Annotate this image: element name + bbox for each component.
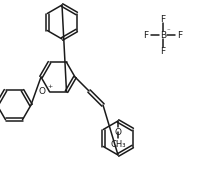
Text: F: F [143,30,148,39]
Text: B: B [160,30,166,39]
Text: ⁻: ⁻ [167,28,171,34]
Text: CH₃: CH₃ [110,140,126,149]
Text: O: O [39,87,45,96]
Text: F: F [177,30,183,39]
Text: F: F [160,15,166,24]
Text: O: O [115,128,121,137]
Text: F: F [160,46,166,55]
Text: +: + [47,84,52,89]
